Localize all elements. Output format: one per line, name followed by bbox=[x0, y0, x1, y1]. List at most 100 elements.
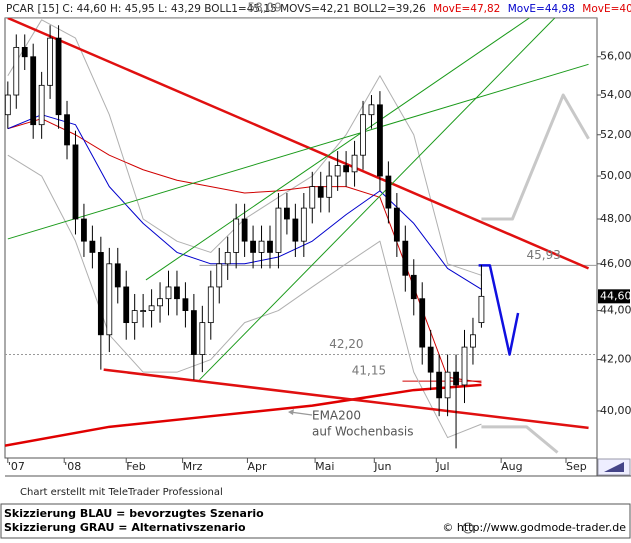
candle-body bbox=[47, 37, 54, 86]
candle-body bbox=[292, 218, 299, 242]
indicator-line bbox=[145, 18, 530, 281]
candle-body bbox=[38, 84, 45, 126]
candle-body bbox=[393, 207, 400, 242]
y-tick-label: 40,00 bbox=[600, 404, 631, 417]
annotation-arrow bbox=[289, 411, 313, 416]
x-tick-label: Mai bbox=[315, 460, 334, 473]
candle-body bbox=[300, 207, 307, 242]
y-tick-label: 44,00 bbox=[600, 304, 631, 317]
indicator-label: MovE=44,98 bbox=[508, 3, 575, 15]
level-label: 45,93 bbox=[527, 248, 561, 262]
candle-body bbox=[478, 295, 485, 324]
x-tick-label: '07 bbox=[8, 460, 25, 473]
candle-body bbox=[13, 46, 20, 96]
indicator-line bbox=[481, 93, 590, 221]
y-tick-label: 46,00 bbox=[600, 257, 631, 270]
y-tick-label: 48,00 bbox=[600, 212, 631, 225]
indicator-label: MovE=40,95 bbox=[582, 3, 631, 15]
candle-body bbox=[157, 298, 163, 307]
candle-body bbox=[97, 252, 104, 336]
header: PCAR [15] C: 44,60 H: 45,95 L: 43,29 BOL… bbox=[6, 3, 631, 15]
candle-body bbox=[72, 144, 79, 220]
candle-body bbox=[30, 56, 37, 126]
x-tick-label: Aug bbox=[501, 460, 522, 473]
candle-body bbox=[267, 240, 273, 253]
candle-body bbox=[216, 263, 223, 288]
annotation: EMA200 bbox=[312, 409, 361, 423]
indicator-line bbox=[199, 18, 556, 381]
level-label: 58,09 bbox=[247, 1, 281, 15]
candle-body bbox=[140, 310, 147, 312]
candle-body bbox=[453, 371, 459, 386]
candle-body bbox=[250, 240, 256, 253]
candle-body bbox=[343, 165, 350, 173]
site-icon bbox=[462, 522, 474, 534]
candle-body bbox=[224, 252, 231, 265]
indicator-line bbox=[103, 368, 589, 430]
price-label: 44,60 bbox=[600, 289, 631, 302]
annotation-arrow-head bbox=[288, 409, 294, 415]
candle-body bbox=[309, 186, 316, 209]
candle-body bbox=[233, 218, 240, 253]
candle-body bbox=[419, 298, 426, 348]
y-tick-label: 42,00 bbox=[600, 353, 631, 366]
candle-body bbox=[284, 207, 290, 220]
symbol-info: PCAR [15] C: 44,60 H: 45,95 L: 43,29 BOL… bbox=[6, 3, 426, 15]
y-tick-label: 56,00 bbox=[600, 50, 631, 63]
y-tick-label: 50,00 bbox=[600, 169, 631, 182]
indicator-line bbox=[478, 264, 520, 356]
candle-body bbox=[21, 46, 28, 58]
candle-body bbox=[444, 371, 451, 399]
indicator-line bbox=[7, 154, 482, 439]
candle-body bbox=[131, 310, 138, 324]
candle-body bbox=[275, 207, 282, 253]
footer-note: Skizzierung GRAU = Alternativszenario bbox=[4, 521, 246, 534]
candle-body bbox=[436, 371, 443, 399]
annotation: auf Wochenbasis bbox=[312, 425, 414, 439]
x-tick-label: Jul bbox=[435, 460, 449, 473]
candle-body bbox=[148, 305, 155, 311]
candle-body bbox=[470, 334, 476, 348]
indicator-line bbox=[7, 63, 589, 240]
candle-body bbox=[64, 114, 70, 146]
price-box bbox=[598, 289, 630, 304]
site-link[interactable]: © http://www.godmode-trader.de bbox=[442, 521, 626, 534]
candle-body bbox=[199, 322, 206, 355]
candle-body bbox=[165, 286, 172, 300]
candle-body bbox=[351, 154, 358, 173]
candle-body bbox=[55, 37, 62, 116]
candle-body bbox=[402, 240, 409, 276]
candle-body bbox=[377, 104, 383, 177]
candle-body bbox=[258, 240, 265, 253]
indicator-line bbox=[7, 114, 482, 290]
candle-body bbox=[241, 218, 248, 242]
footer-box bbox=[0, 503, 631, 539]
y-tick-label: 54,00 bbox=[600, 88, 631, 101]
level-label: 41,15 bbox=[352, 364, 386, 378]
candle-body bbox=[123, 286, 130, 324]
indicator-line bbox=[7, 18, 590, 270]
candle-body bbox=[317, 186, 324, 198]
footer-note: Skizzierung BLAU = bevorzugtes Szenario bbox=[4, 507, 264, 520]
x-tick-label: Jun bbox=[373, 460, 391, 473]
indicator-line bbox=[5, 383, 482, 447]
candle-body bbox=[427, 346, 434, 373]
candle-body bbox=[334, 165, 341, 177]
scroll-icon bbox=[604, 462, 624, 472]
candle-body bbox=[368, 104, 375, 116]
indicator-label: MovE=47,82 bbox=[433, 3, 500, 15]
x-tick-label: Mrz bbox=[183, 460, 203, 473]
candle-body bbox=[326, 175, 333, 198]
candle-body bbox=[207, 286, 214, 324]
x-tick-label: Sep bbox=[566, 460, 587, 473]
candle-body bbox=[89, 240, 96, 253]
x-tick-label: '08 bbox=[64, 460, 81, 473]
x-tick-label: Feb bbox=[126, 460, 145, 473]
credit: Chart erstellt mit TeleTrader Profession… bbox=[20, 487, 223, 498]
indicator-line bbox=[481, 425, 559, 454]
candle-body bbox=[5, 94, 11, 116]
candle-body bbox=[81, 218, 87, 242]
